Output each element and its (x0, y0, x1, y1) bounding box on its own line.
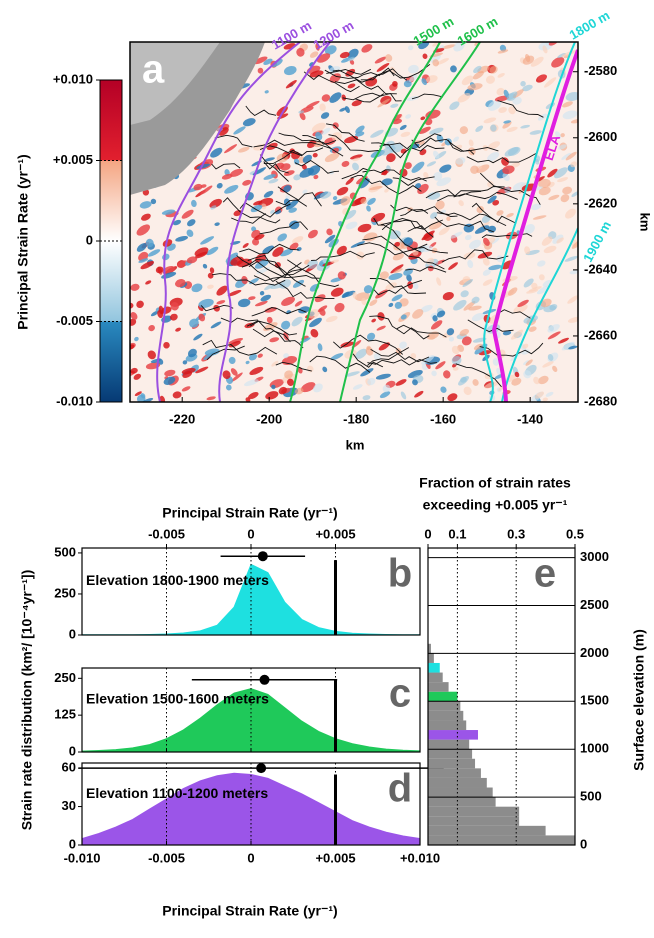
bar (428, 701, 460, 711)
y-tick-label: 60 (62, 760, 76, 775)
bar (428, 816, 519, 826)
bar (428, 835, 575, 845)
colorbar (100, 80, 122, 402)
y-tick-label: 250 (54, 585, 76, 600)
panel-label: a (142, 48, 165, 92)
bar (428, 768, 481, 778)
bar (428, 673, 443, 683)
y-tick-label: -2680 (584, 393, 617, 408)
colorbar-tick-label: -0.010 (56, 393, 93, 408)
colorbar-tick-label: -0.005 (56, 313, 93, 328)
y-tick-label: 125 (54, 707, 76, 722)
x-tick-label: -140 (517, 411, 543, 426)
panel-label: e (534, 552, 556, 596)
annotation: Elevation 1500-1600 meters (86, 691, 269, 707)
bar (428, 826, 546, 836)
mean-marker (256, 763, 266, 773)
axis-title: Fraction of strain rates (419, 475, 571, 491)
bar (428, 759, 475, 769)
y-tick-label: -2660 (584, 327, 617, 342)
mean-marker (258, 551, 268, 561)
panel-label: c (389, 672, 411, 716)
contour-label: 1900 m (580, 219, 614, 265)
y-tick-label: 250 (54, 670, 76, 685)
y-tick-label: 2000 (580, 645, 609, 660)
bar (428, 807, 519, 817)
bar (428, 682, 449, 692)
x-tick-label: 0.5 (566, 526, 584, 541)
bar (428, 692, 457, 702)
bar (428, 788, 493, 798)
x-tick-label: 0.1 (448, 526, 466, 541)
x-tick-label: +0.005 (315, 850, 355, 865)
x-tick-label: +0.005 (315, 526, 355, 541)
x-tick-label: -180 (343, 411, 369, 426)
y-tick-label: 2500 (580, 597, 609, 612)
x-tick-label: -0.010 (64, 850, 101, 865)
y-tick-label: 1000 (580, 741, 609, 756)
contour-label: 1800 m (567, 8, 613, 43)
x-tick-label: -0.005 (148, 850, 185, 865)
bar (428, 720, 466, 730)
y-tick-label: 500 (580, 789, 602, 804)
colorbar-tick-label: +0.010 (53, 71, 93, 86)
x-axis-label: Principal Strain Rate (yr⁻¹) (162, 903, 337, 919)
mean-marker (260, 675, 270, 685)
y-tick-label: -2600 (584, 129, 617, 144)
y-axis-label: km (638, 213, 653, 232)
x-tick-label: 0.3 (507, 526, 525, 541)
figure: a -220 -200 -180 -160 -140 -2580 -2600 -2620 -264… (0, 0, 654, 933)
x-tick-label: -160 (430, 411, 456, 426)
y-tick-label: 500 (54, 544, 76, 559)
colorbar-tick-label: +0.005 (53, 152, 93, 167)
colorbar-tick-label: 0 (86, 232, 93, 247)
x-tick-label: 0 (424, 526, 431, 541)
x-tick-label: -220 (169, 411, 195, 426)
bar (428, 797, 496, 807)
bar (428, 749, 472, 759)
y-tick-label: -2580 (584, 63, 617, 78)
bar (428, 711, 463, 721)
y-tick-label: -2620 (584, 195, 617, 210)
x-tick-label: 0 (247, 850, 254, 865)
colorbar-label: Principal Strain Rate (yr⁻¹) (15, 154, 31, 329)
annotation: Elevation 1800-1900 meters (86, 572, 269, 588)
strain-rate-map (124, 37, 583, 405)
x-axis-label: Principal Strain Rate (yr⁻¹) (162, 505, 337, 521)
y-tick-label: 0 (69, 836, 76, 851)
x-tick-label: -200 (256, 411, 282, 426)
y-tick-label: 3000 (580, 549, 609, 564)
y-tick-label: 0 (580, 836, 587, 851)
bar (428, 663, 440, 673)
bar (428, 730, 478, 740)
annotation: Elevation 1100-1200 meters (86, 785, 268, 801)
y-tick-label: 0 (69, 626, 76, 641)
y-axis-label: Strain rate distribution (km²/ [10⁻⁴yr⁻¹… (19, 570, 35, 831)
bar (428, 740, 469, 750)
bar (428, 778, 487, 788)
x-axis-label: km (346, 437, 365, 452)
panel-label: d (388, 767, 412, 811)
x-tick-label: -0.005 (148, 526, 185, 541)
panel-label: b (388, 552, 412, 596)
bar (428, 653, 434, 663)
y-axis-label: Surface elevation (m) (631, 629, 647, 771)
x-tick-label: +0.010 (400, 850, 440, 865)
y-tick-label: 0 (69, 743, 76, 758)
y-tick-label: 1500 (580, 693, 609, 708)
y-tick-label: -2640 (584, 261, 617, 276)
x-tick-label: 0 (247, 526, 254, 541)
y-tick-label: 30 (62, 798, 76, 813)
axis-title: exceeding +0.005 yr⁻¹ (423, 497, 568, 513)
